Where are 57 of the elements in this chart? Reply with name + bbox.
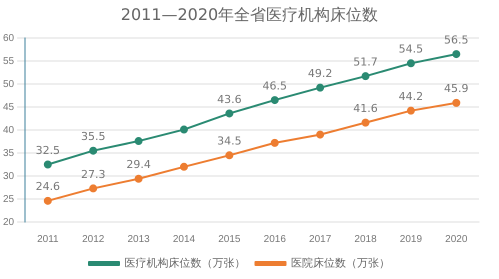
point xyxy=(44,160,52,168)
x-tick-label: 2016 xyxy=(264,234,286,245)
point xyxy=(134,137,143,146)
point xyxy=(362,118,370,127)
point xyxy=(452,98,460,107)
y-tick-label: 55 xyxy=(3,56,15,67)
x-tick-label: 2017 xyxy=(309,234,332,245)
y-tick-label: 30 xyxy=(3,170,15,182)
y-tick-label: 60 xyxy=(3,32,15,44)
data-label: 46.5 xyxy=(262,79,288,92)
data-label: 29.4 xyxy=(126,158,151,172)
x-tick-label: 2013 xyxy=(127,234,150,245)
point xyxy=(89,146,98,155)
point xyxy=(316,84,324,92)
y-tick-label: 35 xyxy=(3,148,15,159)
point xyxy=(362,72,370,80)
x-tick-label: 2011 xyxy=(37,234,59,245)
chart-title: 2011—2020年全省医疗机构床位数 xyxy=(120,4,380,26)
x-tick-label: 2012 xyxy=(82,234,105,245)
x-tick-label: 2019 xyxy=(400,234,422,245)
data-label: 49.2 xyxy=(308,67,332,80)
point xyxy=(180,162,188,171)
point xyxy=(452,50,460,58)
y-tick-label: 25 xyxy=(3,194,15,205)
point xyxy=(316,130,324,139)
point xyxy=(270,96,279,104)
point xyxy=(89,184,98,192)
data-label: 54.5 xyxy=(398,42,424,56)
x-tick-label: 2018 xyxy=(354,234,378,245)
y-tick-label: 45 xyxy=(3,102,15,113)
x-tick-label: 2020 xyxy=(445,234,468,245)
legend-label: 医院床位数（万张） xyxy=(291,256,390,270)
data-label: 44.2 xyxy=(398,90,424,104)
point xyxy=(44,196,52,205)
data-label: 35.5 xyxy=(80,130,106,144)
point xyxy=(406,106,415,115)
data-label: 24.6 xyxy=(36,180,60,194)
x-tick-label: 2015 xyxy=(218,234,241,245)
point xyxy=(406,59,415,68)
legend-label: 医疗机构床位数（万张） xyxy=(124,256,246,270)
data-label: 32.5 xyxy=(36,144,60,157)
x-tick-label: 2014 xyxy=(172,234,196,245)
y-tick-label: 50 xyxy=(3,78,15,90)
y-tick-label: 40 xyxy=(3,124,15,136)
data-label: 34.5 xyxy=(217,134,242,148)
data-label: 43.6 xyxy=(217,92,242,106)
data-label: 51.7 xyxy=(353,56,378,69)
point xyxy=(134,174,143,183)
point xyxy=(225,109,234,118)
point xyxy=(180,126,188,134)
data-label: 27.3 xyxy=(80,168,106,181)
y-tick-label: 20 xyxy=(3,216,15,228)
data-label: 45.9 xyxy=(444,82,469,96)
data-label: 41.6 xyxy=(353,102,378,115)
point xyxy=(225,151,234,160)
data-label: 56.5 xyxy=(444,33,469,46)
point xyxy=(270,138,279,147)
